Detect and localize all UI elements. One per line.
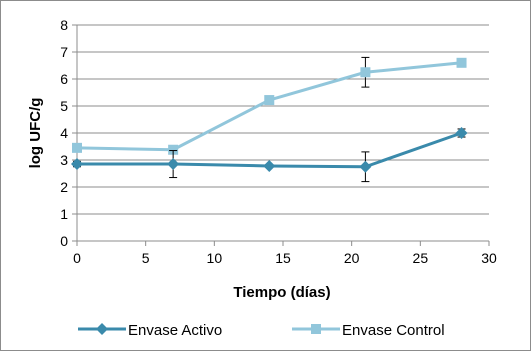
x-tick-label-25: 25 [413, 250, 429, 266]
y-axis-title: log UFC/g [27, 98, 44, 169]
axes [72, 24, 490, 246]
point-envase-control-3 [360, 67, 371, 78]
point-envase-control-4 [456, 57, 467, 68]
x-axis-title: Tiempo (días) [233, 284, 330, 301]
point-envase-activo-0 [71, 158, 83, 171]
x-tick-label-20: 20 [344, 250, 360, 266]
y-tick-label-5: 5 [60, 98, 68, 114]
point-envase-control-0 [72, 142, 82, 153]
y-tick-label-2: 2 [60, 179, 68, 195]
legend-marker-envase-activo [96, 323, 108, 335]
point-envase-activo-1 [167, 158, 180, 171]
gridlines [77, 24, 489, 215]
y-tick-label-6: 6 [60, 71, 68, 87]
series-envase-activo [71, 127, 468, 183]
point-envase-activo-3 [359, 160, 372, 173]
y-tick-label-8: 8 [60, 17, 68, 33]
legend-label-envase-control: Envase Control [342, 322, 445, 339]
point-envase-control-2 [264, 95, 275, 106]
legend-marker-envase-control [311, 324, 321, 334]
legend: Envase Activo Envase Control [78, 322, 445, 339]
y-tick-label-1: 1 [60, 206, 68, 222]
point-envase-activo-4 [455, 127, 468, 139]
x-tick-label-15: 15 [275, 250, 291, 266]
y-tick-label-7: 7 [60, 44, 68, 60]
x-tick-label-10: 10 [207, 250, 223, 266]
point-envase-control-1 [168, 144, 179, 155]
x-tick-label-30: 30 [481, 250, 497, 266]
y-tick-label-4: 4 [60, 125, 68, 141]
data-series [71, 56, 468, 183]
point-envase-activo-2 [263, 159, 276, 172]
x-tick-labels: 0 5 10 15 20 25 30 [73, 250, 497, 266]
x-tick-label-5: 5 [142, 250, 150, 266]
y-tick-label-3: 3 [60, 152, 68, 168]
series-envase-control [72, 56, 467, 155]
y-tick-label-0: 0 [60, 233, 68, 249]
y-tick-labels: 0 1 2 3 4 5 6 7 8 [60, 17, 68, 249]
legend-label-envase-activo: Envase Activo [128, 322, 222, 339]
x-tick-label-0: 0 [73, 250, 81, 266]
